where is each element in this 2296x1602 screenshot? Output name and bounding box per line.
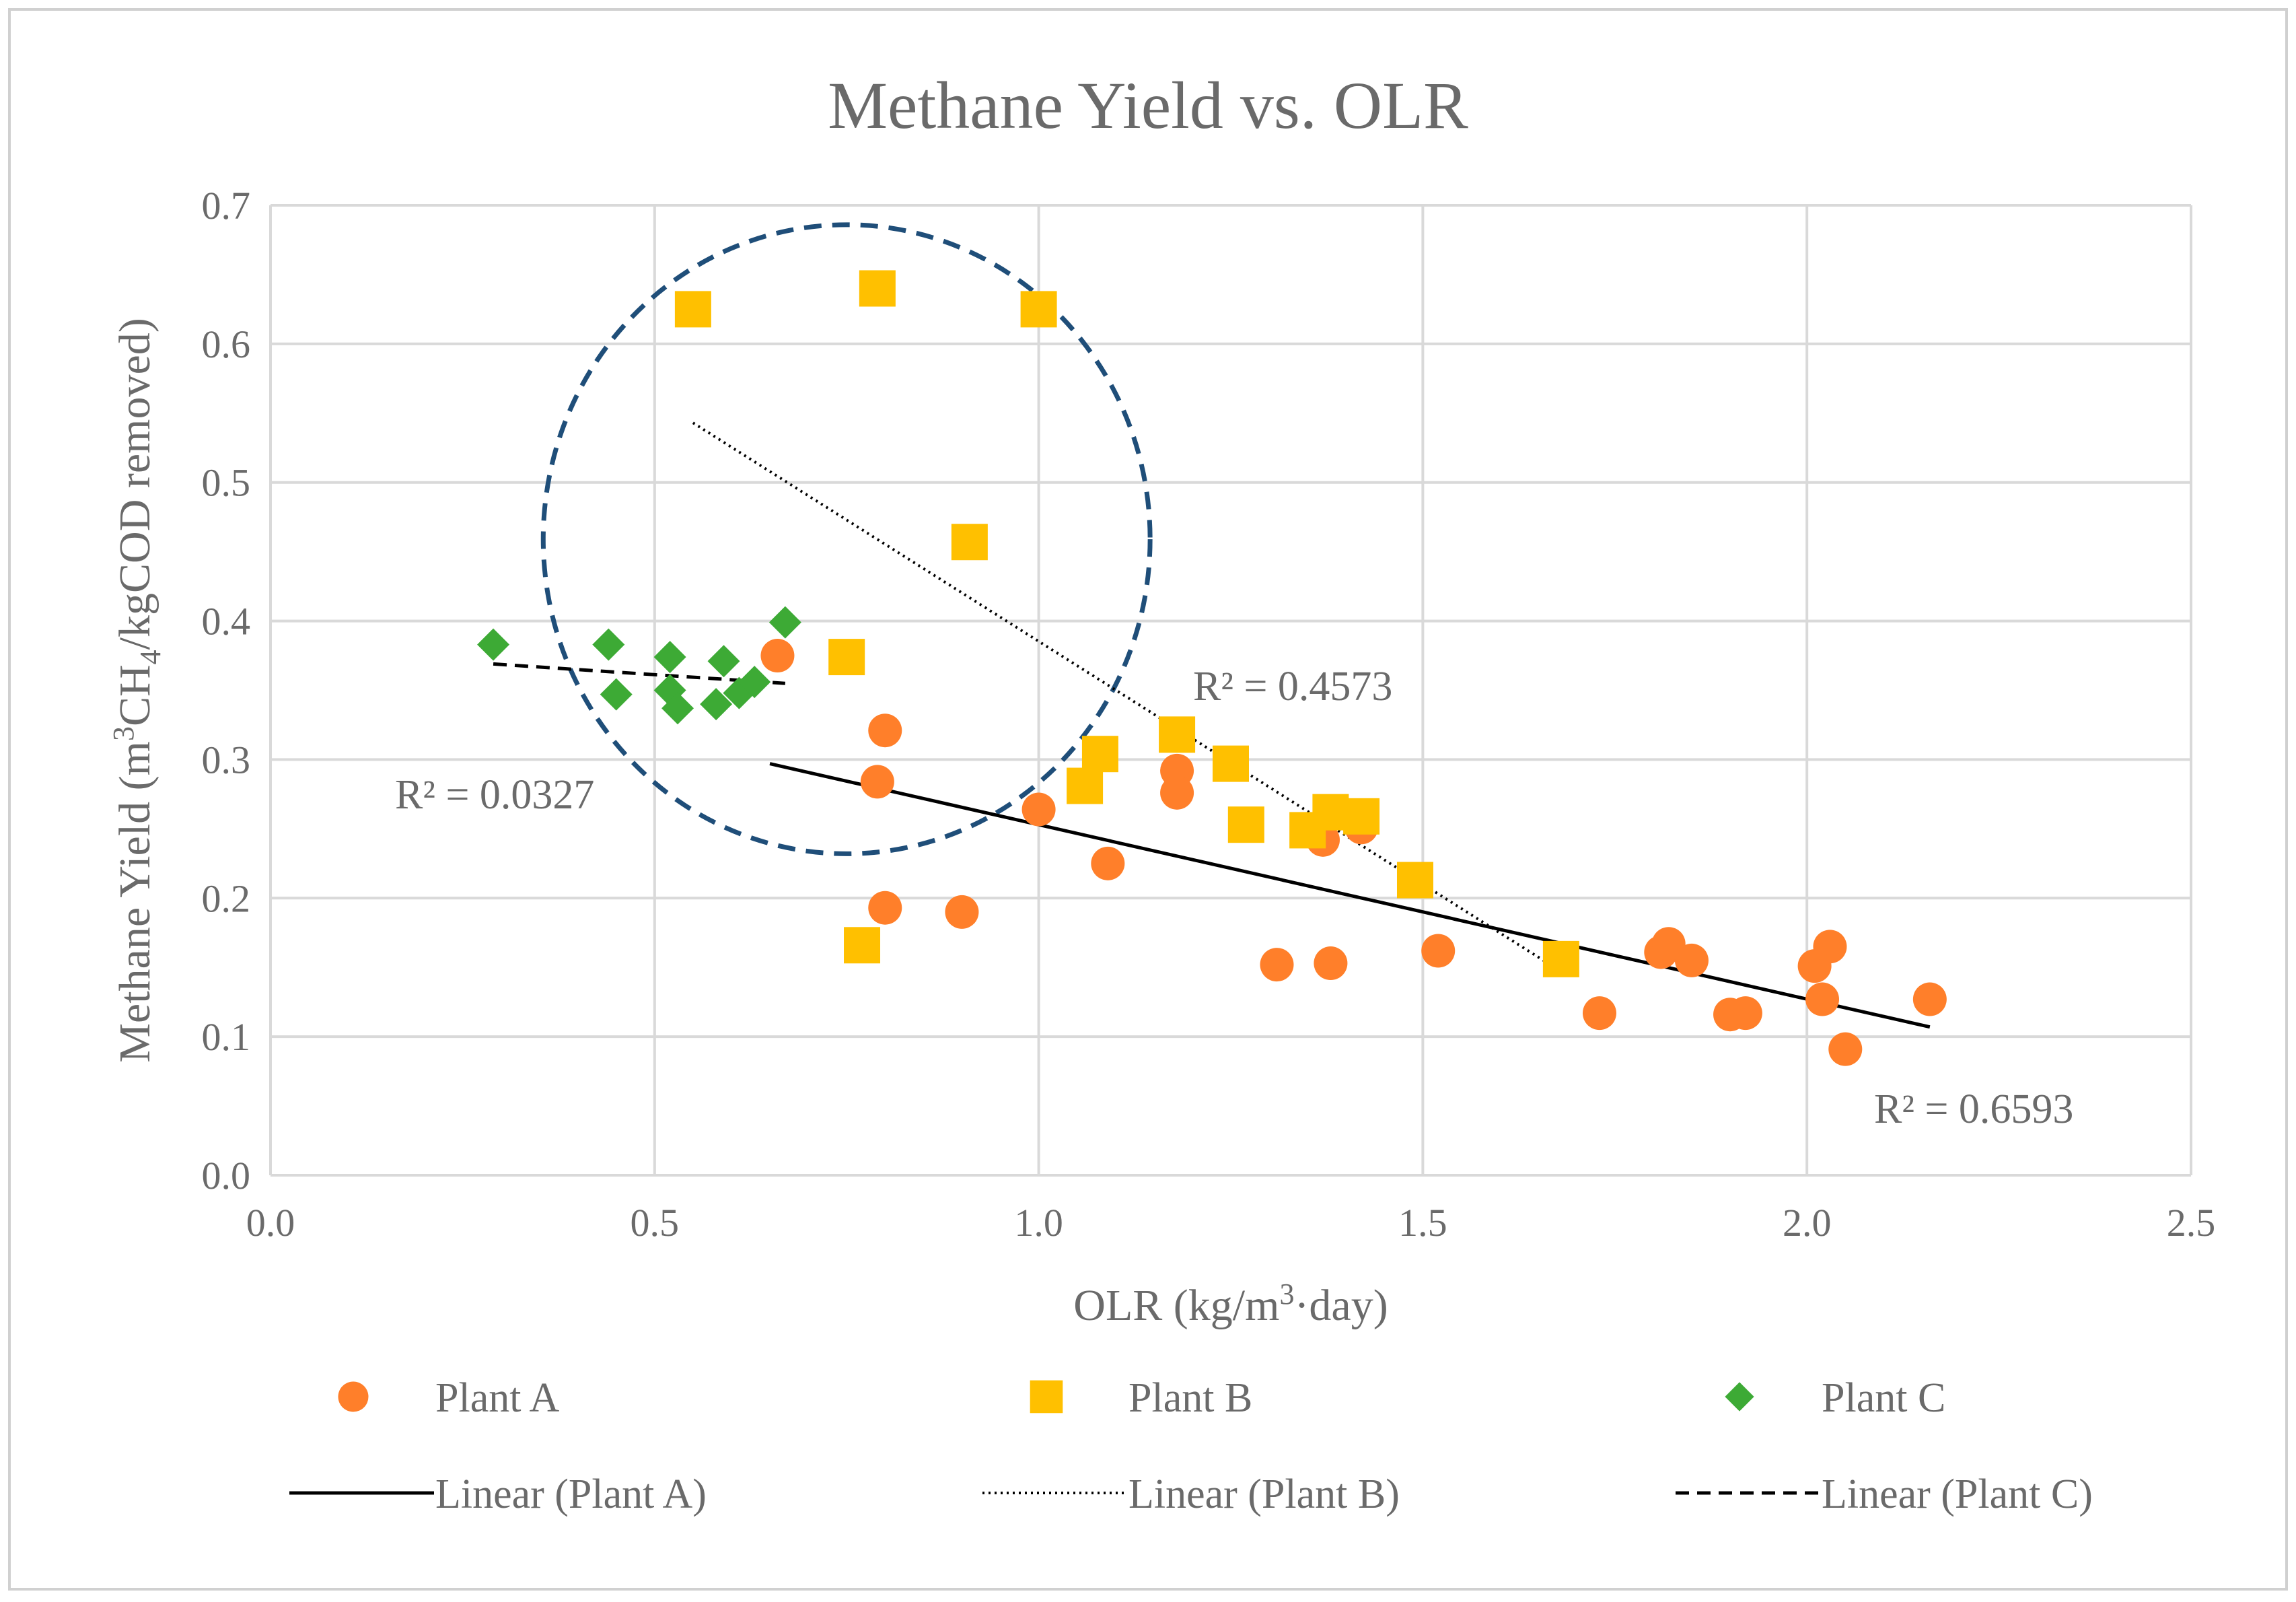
data-point-plant-b — [1081, 736, 1118, 773]
data-point-plant-a — [1805, 982, 1840, 1016]
y-axis-title: Methane Yield (m3CH4/kgCOD removed) — [107, 318, 167, 1063]
legend-label: Plant B — [1128, 1375, 1252, 1421]
data-point-plant-c — [738, 666, 771, 699]
y-tick-label: 0.2 — [202, 876, 251, 920]
legend-marker-plant-b — [1030, 1380, 1063, 1414]
r-squared-label-plant-a: R² = 0.6593 — [1874, 1086, 2073, 1132]
data-point-plant-c — [477, 628, 510, 661]
annotation-ellipse-group — [540, 222, 1153, 856]
axes: 0.0 0.1 0.2 0.3 0.4 0.5 0.6 0.7 0.0 0.5 1.0 1.5 2.0 2… — [107, 184, 2215, 1330]
y-tick-label: 0.7 — [202, 184, 251, 228]
chart-frame — [8, 8, 2288, 1591]
data-point-plant-b — [828, 639, 865, 676]
data-point-plant-b — [1159, 716, 1196, 753]
data-point-plant-a — [1160, 775, 1194, 810]
x-axis-title: OLR (kg/m3·day) — [1073, 1278, 1388, 1330]
legend-label: Linear (Plant A) — [435, 1471, 707, 1517]
data-point-plant-a — [868, 891, 902, 925]
x-tick-label: 1.0 — [1014, 1201, 1063, 1245]
legend: Plant A Plant B Plant C Linear (Plant A) Lin… — [289, 1375, 2093, 1517]
annotation-ellipse — [540, 222, 1153, 856]
y-tick-label: 0.6 — [202, 322, 251, 366]
data-point-plant-a — [1021, 792, 1056, 827]
data-point-plant-a — [868, 713, 902, 748]
data-point-plant-b — [1213, 745, 1249, 782]
legend-label: Linear (Plant B) — [1128, 1471, 1400, 1517]
data-point-plant-a — [1582, 996, 1616, 1031]
data-point-plant-b — [674, 291, 711, 328]
r-squared-label-plant-c: R² = 0.0327 — [395, 772, 594, 818]
data-point-plant-b — [1343, 798, 1380, 835]
data-point-plant-b — [844, 927, 881, 964]
legend-marker-plant-a — [338, 1381, 369, 1412]
data-point-plant-b — [1227, 806, 1264, 843]
grid-lines — [269, 204, 2192, 1177]
data-point-plant-a — [1674, 943, 1709, 977]
data-point-plant-c — [707, 645, 740, 678]
data-point-plant-c — [768, 606, 801, 639]
legend-marker-plant-c — [1725, 1382, 1754, 1412]
data-point-plant-a — [760, 639, 795, 673]
data-point-plant-a — [1813, 930, 1847, 964]
data-point-plant-b — [1396, 862, 1433, 899]
data-point-plant-a — [1314, 946, 1348, 981]
data-point-plant-b — [1020, 291, 1057, 328]
x-tick-label: 1.5 — [1398, 1201, 1447, 1245]
data-point-plant-b — [951, 524, 988, 561]
trendline-plant-a — [769, 762, 1931, 1029]
legend-label: Linear (Plant C) — [1822, 1471, 2093, 1517]
data-point-plant-a — [1728, 996, 1762, 1031]
data-point-plant-b — [1312, 794, 1349, 831]
data-point-plant-c — [661, 692, 694, 725]
y-tick-label: 0.4 — [202, 600, 251, 643]
data-point-plant-a — [1260, 948, 1294, 982]
chart-title: Methane Yield vs. OLR — [828, 68, 1468, 143]
data-point-plant-c — [653, 641, 686, 674]
r-squared-labels: R² = 0.6593 R² = 0.4573 R² = 0.0327 — [395, 664, 2073, 1132]
legend-label: Plant C — [1822, 1375, 1945, 1421]
data-point-plant-a — [1421, 934, 1456, 968]
x-tick-label: 2.0 — [1783, 1201, 1832, 1245]
data-point-plant-b — [1542, 940, 1579, 977]
data-points — [477, 270, 1947, 1066]
data-point-plant-c — [700, 688, 733, 721]
data-point-plant-a — [860, 765, 894, 799]
data-point-plant-a — [1091, 846, 1125, 880]
y-tick-label: 0.5 — [202, 461, 251, 505]
data-point-plant-c — [723, 676, 756, 709]
data-point-plant-a — [1828, 1032, 1863, 1066]
y-tick-label: 0.3 — [202, 738, 251, 781]
x-tick-label: 0.0 — [246, 1201, 295, 1245]
r-squared-label-plant-b: R² = 0.4573 — [1193, 664, 1392, 709]
data-point-plant-b — [1067, 767, 1104, 804]
data-point-plant-a — [945, 895, 979, 929]
y-tick-label: 0.1 — [202, 1015, 251, 1059]
data-point-plant-c — [592, 628, 625, 661]
data-point-plant-b — [859, 270, 896, 307]
data-point-plant-c — [600, 678, 633, 711]
x-tick-label: 0.5 — [631, 1201, 680, 1245]
data-point-plant-a — [1912, 982, 1947, 1016]
legend-label: Plant A — [435, 1375, 560, 1421]
y-tick-label: 0.0 — [202, 1154, 251, 1197]
x-tick-label: 2.5 — [2167, 1201, 2216, 1245]
